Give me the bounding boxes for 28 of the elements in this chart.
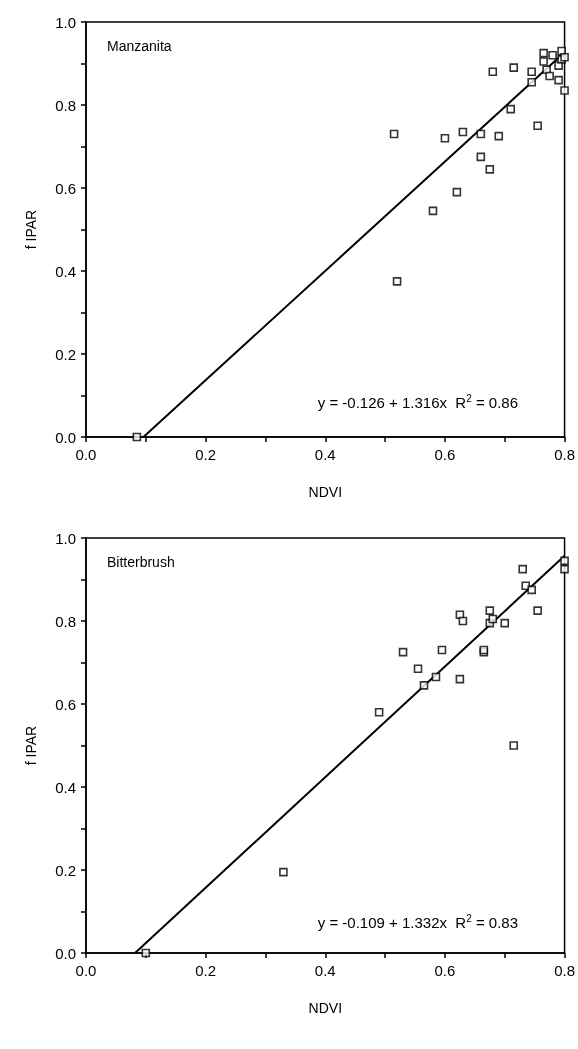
- x-axis-title: NDVI: [308, 484, 343, 500]
- y-tick-label: 0.8: [55, 612, 76, 630]
- y-tick-label: 0.6: [55, 695, 76, 713]
- y-tick-label: 0.0: [55, 944, 76, 962]
- x-tick-label: 0.6: [434, 962, 456, 979]
- y-axis-title: f IPAR: [23, 725, 39, 766]
- y-tick-label: 0.4: [55, 778, 76, 796]
- x-axis-title: NDVI: [308, 1000, 343, 1016]
- x-tick-label: 0.4: [314, 446, 336, 463]
- x-tick-label: 0.6: [434, 446, 456, 463]
- y-tick-label: 0.0: [55, 428, 76, 446]
- y-tick-label: 1.0: [55, 529, 76, 547]
- x-tick-label: 0.2: [195, 962, 217, 979]
- y-tick-label: 1.0: [55, 13, 76, 31]
- x-tick-label: 0.8: [554, 962, 575, 979]
- x-tick-label: 0.0: [75, 962, 97, 979]
- x-tick-label: 0.2: [195, 446, 217, 463]
- y-tick-label: 0.8: [55, 96, 76, 114]
- y-tick-label: 0.2: [55, 345, 76, 363]
- y-axis-title: f IPAR: [23, 209, 39, 250]
- text: Bitterbrush: [107, 554, 175, 570]
- x-tick-label: 0.4: [314, 962, 336, 979]
- text: Manzanita: [107, 38, 172, 54]
- x-tick-label: 0.8: [554, 446, 575, 463]
- y-tick-label: 0.4: [55, 262, 76, 280]
- y-tick-label: 0.6: [55, 179, 76, 197]
- y-tick-label: 0.2: [55, 861, 76, 879]
- x-tick-label: 0.0: [75, 446, 97, 463]
